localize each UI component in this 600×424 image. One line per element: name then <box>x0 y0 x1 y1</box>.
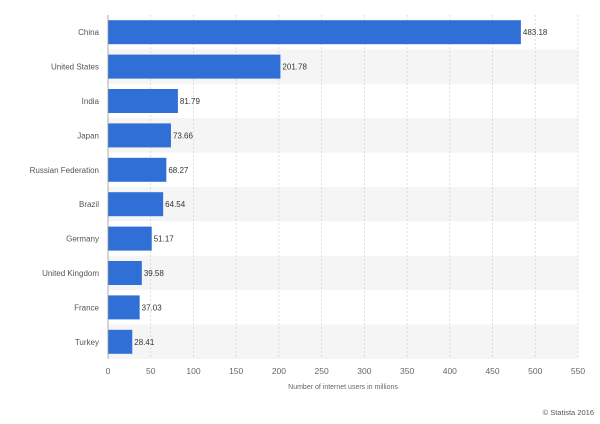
bar-brazil <box>108 192 164 217</box>
value-label-united-states: 201.78 <box>282 63 307 72</box>
x-tick-label: 500 <box>528 366 542 376</box>
x-tick-label: 300 <box>357 366 371 376</box>
category-label-china: China <box>78 28 99 37</box>
category-label-india: India <box>82 97 100 106</box>
category-label-united-states: United States <box>51 63 99 72</box>
row-band <box>108 187 578 222</box>
value-label-india: 81.79 <box>180 97 201 106</box>
x-tick-label: 450 <box>485 366 499 376</box>
x-tick-label: 150 <box>229 366 243 376</box>
category-label-united-kingdom: United Kingdom <box>42 269 99 278</box>
value-label-brazil: 64.54 <box>165 200 186 209</box>
bar-russian-federation <box>108 157 167 182</box>
bar-germany <box>108 226 152 251</box>
value-label-china: 483.18 <box>523 28 548 37</box>
bar-france <box>108 295 140 320</box>
bar-united-states <box>108 54 281 79</box>
x-tick-label: 0 <box>106 366 111 376</box>
value-label-germany: 51.17 <box>154 235 175 244</box>
bar-turkey <box>108 329 133 354</box>
x-tick-label: 550 <box>571 366 585 376</box>
x-tick-label: 100 <box>186 366 200 376</box>
category-label-germany: Germany <box>66 235 99 244</box>
bar-united-kingdom <box>108 261 142 285</box>
value-label-france: 37.03 <box>142 303 163 312</box>
statista-credit: © Statista 2016 <box>542 408 594 417</box>
x-tick-labels: 0 50 100 150 200 250 300 350 400 450 500 550 <box>106 366 586 376</box>
value-labels: 483.18 201.78 81.79 73.66 68.27 64.54 51.17 39.… <box>134 28 548 347</box>
x-tick-label: 250 <box>315 366 329 376</box>
x-tick-label: 350 <box>400 366 414 376</box>
x-tick-label: 50 <box>146 366 156 376</box>
category-labels: China United States India Japan Russian Fede… <box>30 28 100 347</box>
category-label-japan: Japan <box>77 131 99 140</box>
row-band <box>108 255 578 291</box>
row-band <box>108 324 578 359</box>
value-label-united-kingdom: 39.58 <box>144 269 165 278</box>
bars <box>108 20 521 354</box>
value-label-turkey: 28.41 <box>134 338 155 347</box>
bar-india <box>108 89 178 113</box>
x-tick-label: 400 <box>443 366 457 376</box>
value-label-russian-federation: 68.27 <box>168 166 189 175</box>
category-label-turkey: Turkey <box>75 338 99 347</box>
category-label-france: France <box>74 303 99 312</box>
category-label-brazil: Brazil <box>79 200 99 209</box>
bar-japan <box>108 123 171 148</box>
bar-china <box>108 20 521 45</box>
x-tick-label: 200 <box>272 366 286 376</box>
value-label-japan: 73.66 <box>173 131 194 140</box>
x-axis-title: Number of internet users in millions <box>288 384 398 391</box>
row-bands <box>108 49 578 359</box>
category-label-russian-federation: Russian Federation <box>30 166 99 175</box>
row-band <box>108 118 578 153</box>
